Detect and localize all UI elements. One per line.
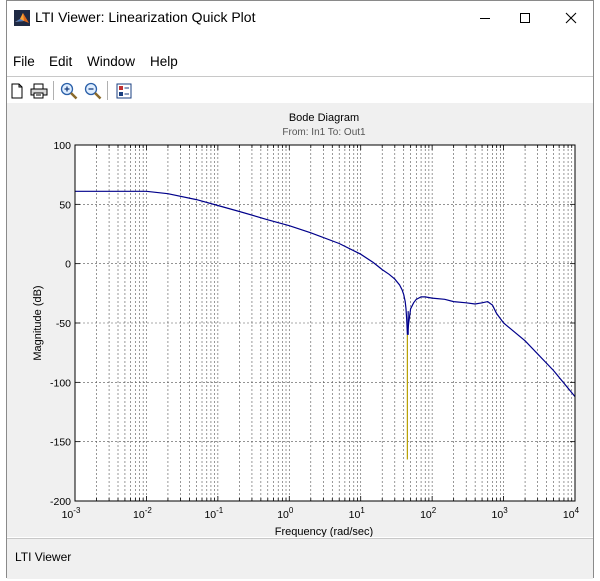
chart-title: Bode Diagram xyxy=(289,112,359,124)
status-text: LTI Viewer xyxy=(15,550,72,564)
figure-area: Bode Diagram From: In1 To: Out1 10-3 10-2… xyxy=(7,103,593,538)
menu-window[interactable]: Window xyxy=(87,54,136,69)
new-document-icon xyxy=(11,83,23,98)
grid-lines xyxy=(75,145,575,501)
y-tick-label: -50 xyxy=(56,318,71,330)
menu-file[interactable]: File xyxy=(13,54,35,69)
x-tick-label: 101 xyxy=(349,506,366,521)
x-tick-labels: 10-3 10-2 10-1 100 101 102 103 104 xyxy=(62,506,580,521)
x-tick-label: 10-2 xyxy=(133,506,152,521)
plot-configuration-button[interactable] xyxy=(114,81,134,100)
maximize-button[interactable] xyxy=(502,1,548,35)
zoom-in-icon xyxy=(60,82,78,99)
y-tick-label: 100 xyxy=(53,140,71,152)
x-tick-label: 102 xyxy=(420,506,437,521)
zoom-in-button[interactable] xyxy=(59,81,79,100)
y-tick-label: 0 xyxy=(65,259,71,271)
x-tick-label: 100 xyxy=(277,506,294,521)
chart-subtitle: From: In1 To: Out1 xyxy=(282,127,366,138)
menu-bar: File Edit Window Help xyxy=(7,51,593,73)
axis-ticks xyxy=(75,144,575,502)
lti-viewer-window: LTI Viewer: Linearization Quick Plot Fil… xyxy=(6,0,594,579)
menu-help[interactable]: Help xyxy=(150,54,178,69)
zoom-out-button[interactable] xyxy=(83,81,103,100)
y-tick-label: -200 xyxy=(50,496,71,508)
print-icon xyxy=(30,83,48,98)
y-tick-label: -100 xyxy=(50,377,71,389)
y-axis-label: Magnitude (dB) xyxy=(32,285,44,360)
menu-edit[interactable]: Edit xyxy=(49,54,73,69)
curve-layer xyxy=(75,190,576,460)
x-tick-label: 10-1 xyxy=(204,506,223,521)
y-tick-label: -150 xyxy=(50,437,71,449)
toolbar-separator xyxy=(107,81,108,100)
status-bar: LTI Viewer xyxy=(7,538,593,579)
x-tick-label: 10-3 xyxy=(62,506,81,521)
plot-configuration-icon xyxy=(116,83,132,98)
x-axis-label: Frequency (rad/sec) xyxy=(275,526,373,537)
maximize-icon xyxy=(520,13,530,23)
zoom-out-icon xyxy=(84,82,102,99)
print-button[interactable] xyxy=(29,81,49,100)
magnitude-curve xyxy=(75,190,576,397)
new-button[interactable] xyxy=(7,81,27,100)
y-tick-labels: 100 50 0 -50 -100 -150 -200 xyxy=(50,140,71,508)
y-tick-label: 50 xyxy=(59,199,71,211)
x-tick-label: 104 xyxy=(563,506,580,521)
window-title: LTI Viewer: Linearization Quick Plot xyxy=(35,9,256,25)
matlab-logo-icon xyxy=(14,10,30,26)
minimize-button[interactable] xyxy=(462,1,508,35)
x-tick-label: 103 xyxy=(492,506,509,521)
bode-chart[interactable]: Bode Diagram From: In1 To: Out1 10-3 10-2… xyxy=(7,103,593,538)
close-icon xyxy=(565,12,577,24)
toolbar xyxy=(7,76,593,105)
title-bar[interactable]: LTI Viewer: Linearization Quick Plot xyxy=(7,1,593,35)
minimize-icon xyxy=(480,18,490,19)
toolbar-separator xyxy=(53,81,54,100)
close-button[interactable] xyxy=(548,1,594,35)
